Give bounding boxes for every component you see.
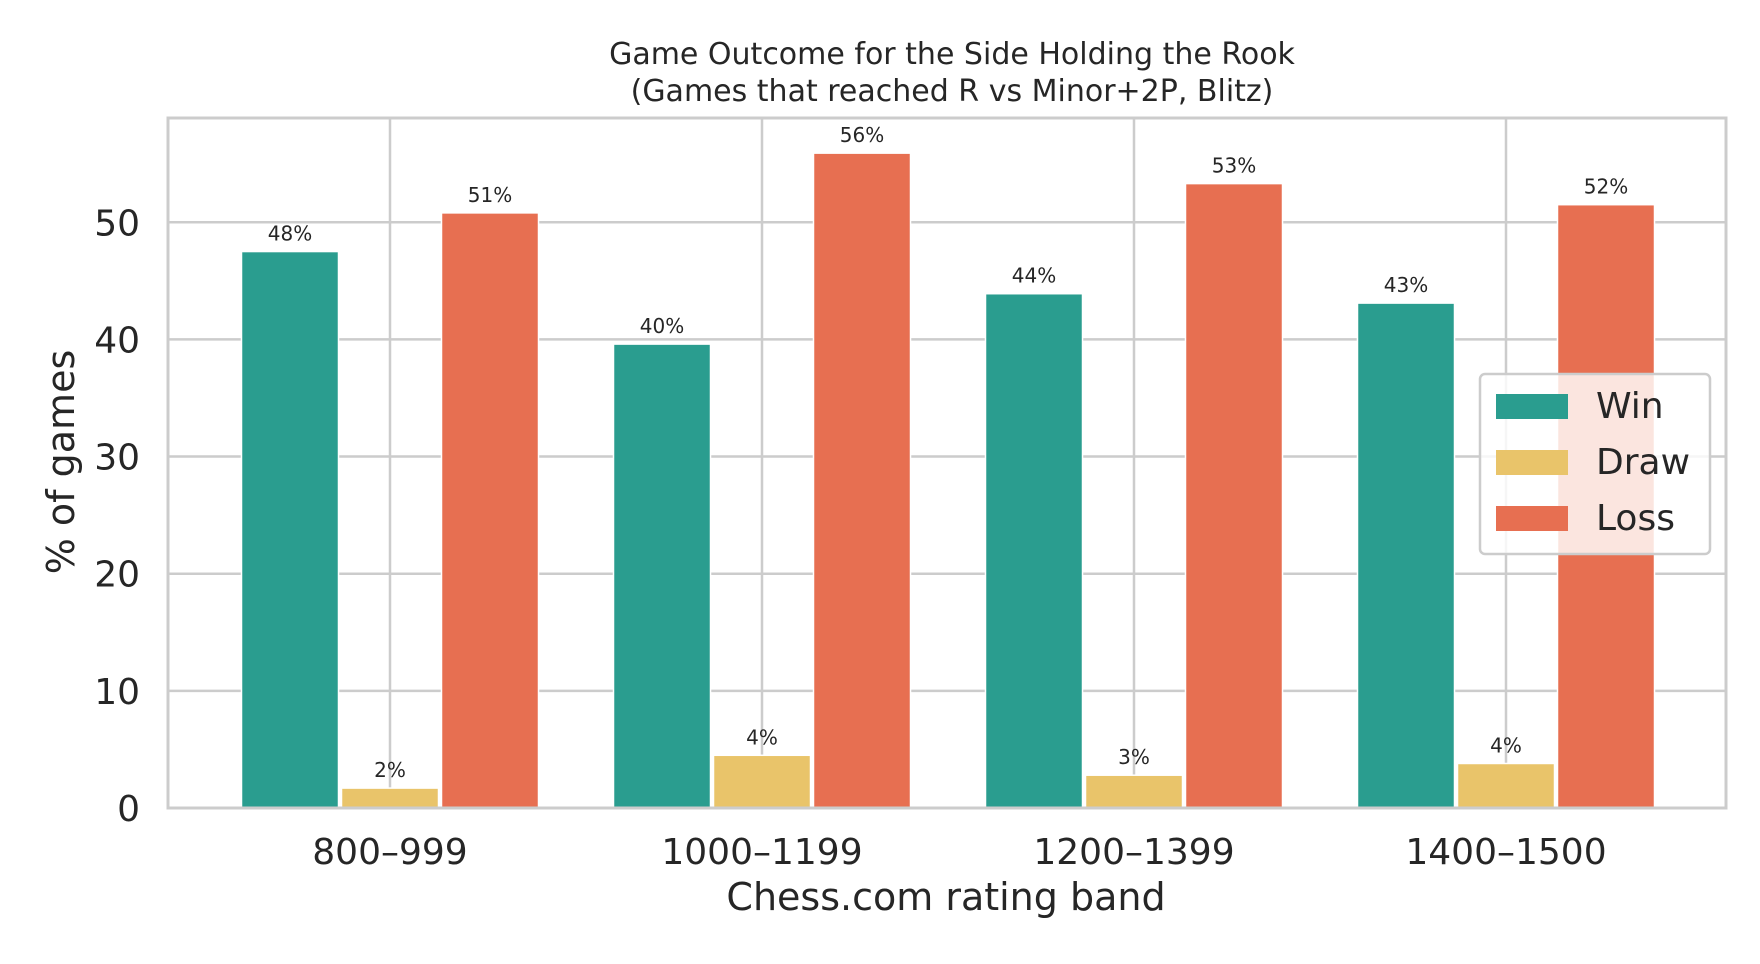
bar-draw xyxy=(712,754,812,809)
y-tick-labels: 0 10 20 30 40 50 xyxy=(94,203,140,830)
bar-value-label: 4% xyxy=(746,725,778,749)
y-tick-label: 10 xyxy=(94,672,140,713)
legend-label-loss: Loss xyxy=(1596,498,1675,539)
x-tick-label: 1400–1500 xyxy=(1405,832,1606,873)
y-tick-label: 40 xyxy=(94,320,140,361)
bar-value-labels: 48% 40% 44% 43% 2% 4% 3% 4% 51% 56% 53% 52% xyxy=(268,123,1628,782)
legend-swatch-draw xyxy=(1496,450,1568,475)
bar-value-label: 3% xyxy=(1118,745,1150,769)
bar-value-label: 51% xyxy=(468,183,512,207)
bar-value-label: 48% xyxy=(268,222,312,246)
bar-value-label: 2% xyxy=(374,758,406,782)
x-axis-label: Chess.com rating band xyxy=(726,875,1165,919)
bar-value-label: 52% xyxy=(1584,175,1628,199)
bar-value-label: 56% xyxy=(840,123,884,147)
x-tick-label: 1000–1199 xyxy=(661,832,862,873)
bars xyxy=(240,152,1656,809)
bar-draw xyxy=(1456,762,1556,809)
bar-draw xyxy=(340,787,440,809)
bar-value-label: 44% xyxy=(1012,264,1056,288)
bar-draw xyxy=(1084,774,1184,809)
bar-value-label: 4% xyxy=(1490,733,1522,757)
bar-win xyxy=(240,250,340,809)
y-tick-label: 50 xyxy=(94,203,140,244)
bar-win xyxy=(612,343,712,809)
bar-loss xyxy=(1184,182,1284,809)
bar-value-label: 40% xyxy=(640,314,684,338)
legend: Win Draw Loss xyxy=(1478,372,1712,556)
bar-value-label: 53% xyxy=(1212,154,1256,178)
y-tick-label: 0 xyxy=(117,789,140,830)
bar-win xyxy=(984,292,1084,809)
chart-title-line2: (Games that reached R vs Minor+2P, Blitz… xyxy=(631,74,1274,109)
bar-loss xyxy=(812,152,912,809)
chart-title-line1: Game Outcome for the Side Holding the Ro… xyxy=(609,37,1295,72)
x-tick-labels: 800–999 1000–1199 1200–1399 1400–1500 xyxy=(312,832,1606,873)
bar-win xyxy=(1356,302,1456,809)
plot-frame xyxy=(166,116,1728,810)
legend-swatch-loss xyxy=(1496,506,1568,531)
y-axis-label: % of games xyxy=(39,350,83,575)
legend-swatch-win xyxy=(1496,394,1568,419)
legend-label-draw: Draw xyxy=(1596,442,1690,483)
y-tick-label: 30 xyxy=(94,438,140,479)
x-tick-label: 1200–1399 xyxy=(1033,832,1234,873)
y-tick-label: 20 xyxy=(94,555,140,596)
legend-label-win: Win xyxy=(1596,386,1664,427)
bar-loss xyxy=(440,212,540,809)
x-tick-label: 800–999 xyxy=(312,832,467,873)
bar-value-label: 43% xyxy=(1384,273,1428,297)
